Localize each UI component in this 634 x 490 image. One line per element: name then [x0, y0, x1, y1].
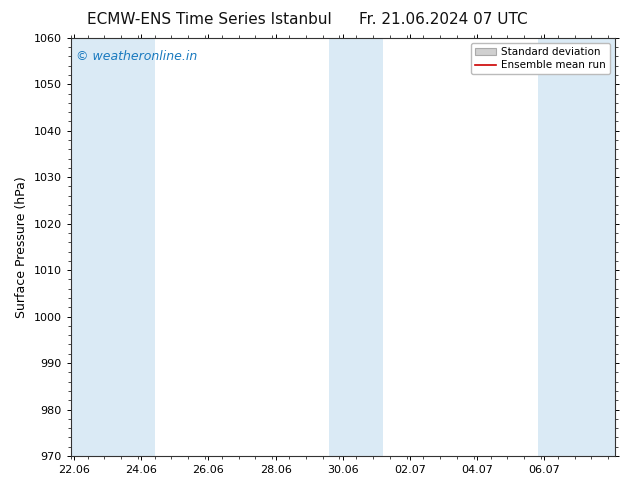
Text: Fr. 21.06.2024 07 UTC: Fr. 21.06.2024 07 UTC [359, 12, 528, 27]
Y-axis label: Surface Pressure (hPa): Surface Pressure (hPa) [15, 176, 28, 318]
Text: ECMW-ENS Time Series Istanbul: ECMW-ENS Time Series Istanbul [87, 12, 332, 27]
Text: © weatheronline.in: © weatheronline.in [76, 50, 197, 63]
Bar [329, 38, 383, 456]
Bar [71, 38, 108, 456]
Legend: Standard deviation, Ensemble mean run: Standard deviation, Ensemble mean run [470, 43, 610, 74]
Bar [108, 38, 155, 456]
Bar [538, 38, 615, 456]
